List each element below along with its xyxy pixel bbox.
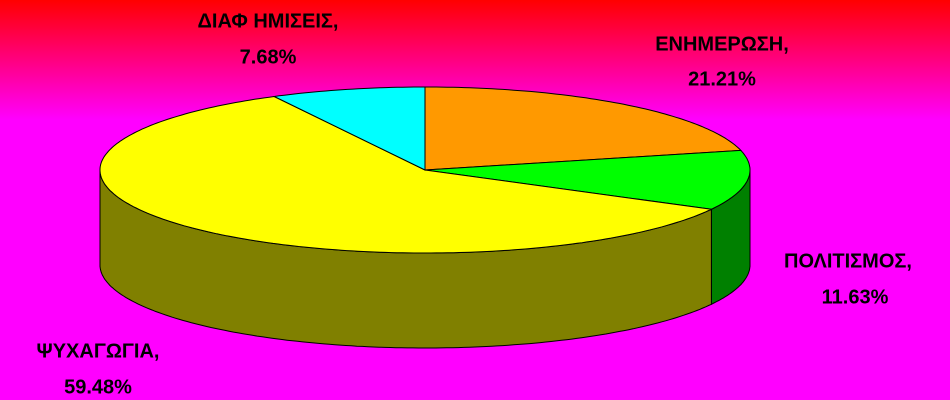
slice-top (424, 149, 751, 210)
slice-top (424, 86, 742, 171)
category-label: ΠΟΛΙΤΙΣΜΟΣ, (784, 250, 912, 272)
slice (272, 86, 426, 171)
value-label: 59.48% (64, 376, 132, 398)
slice (424, 86, 742, 171)
slice (424, 149, 751, 306)
slice (99, 95, 714, 349)
category-label: ΨΥΧΑΓΩΓΙΑ, (37, 340, 160, 362)
value-label: 11.63% (822, 286, 889, 308)
category-label: ΔΙΑΦ ΗΜΙΣΕΙΣ, (198, 10, 339, 32)
category-label: ΕΝΗΜΕΡΩΣΗ, (655, 33, 789, 55)
slice-top (99, 95, 714, 254)
value-label: 7.68% (240, 46, 297, 68)
value-label: 21.21% (688, 68, 756, 90)
slice-top (272, 86, 426, 171)
